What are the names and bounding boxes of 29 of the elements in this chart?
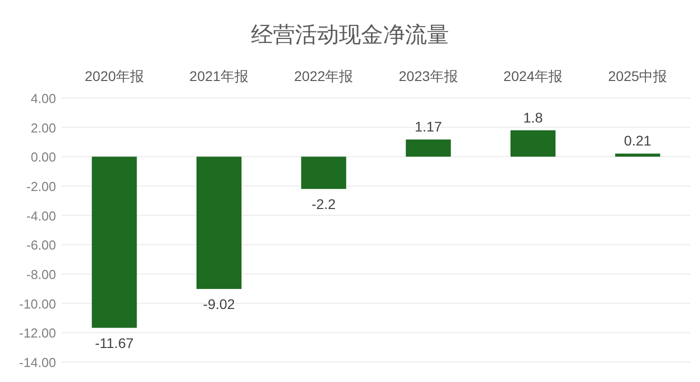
data-label: 1.8 — [523, 109, 543, 126]
bar — [301, 156, 346, 189]
bar — [196, 156, 242, 289]
y-tick-label: -4.00 — [26, 208, 56, 224]
data-label: 1.17 — [414, 118, 442, 135]
y-tick-label: 4.00 — [30, 91, 56, 106]
x-tick-label: 2022年报 — [294, 68, 354, 84]
data-label: -11.67 — [94, 334, 134, 351]
bar — [615, 154, 660, 157]
x-tick-label: 2024年报 — [503, 68, 563, 84]
y-tick-label: 0.00 — [30, 150, 56, 165]
y-tick-label: -10.00 — [19, 296, 56, 312]
data-label: 0.21 — [624, 132, 652, 149]
bar — [406, 140, 451, 157]
y-tick-label: -6.00 — [26, 238, 56, 253]
chart-title: 经营活动现金净流量 — [251, 22, 449, 47]
bar — [510, 130, 556, 157]
y-tick-label: -8.00 — [26, 267, 56, 282]
x-tick-label: 2020年报 — [84, 68, 144, 84]
x-tick-label: 2025中报 — [608, 68, 668, 84]
y-tick-label: 2.00 — [30, 120, 56, 136]
x-tick-label: 2021年报 — [189, 68, 249, 84]
x-tick-label: 2023年报 — [398, 68, 458, 84]
y-tick-label: -14.00 — [19, 355, 56, 370]
data-label: -2.2 — [312, 196, 336, 212]
bar — [92, 156, 137, 328]
y-tick-label: -12.00 — [19, 326, 56, 341]
y-tick-label: -2.00 — [26, 179, 56, 194]
data-label: -9.02 — [203, 296, 236, 312]
